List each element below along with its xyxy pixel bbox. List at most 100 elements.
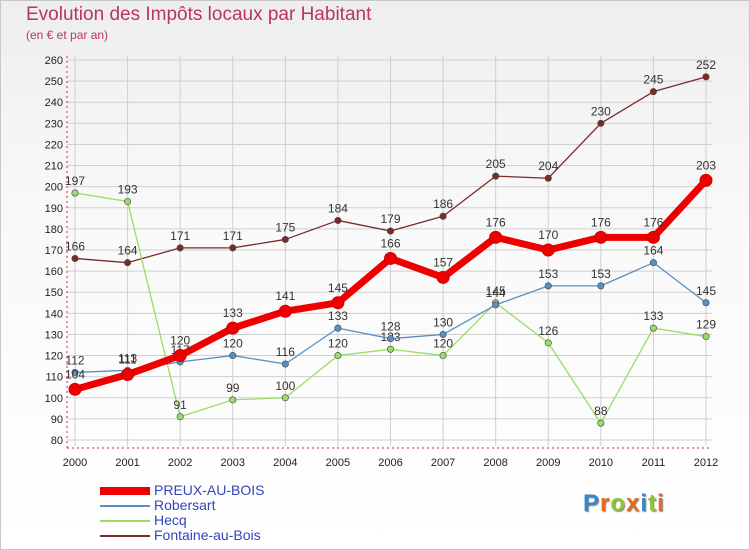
data-point: [71, 254, 79, 262]
x-tick-label: 2012: [694, 457, 718, 469]
data-label: 120: [433, 337, 453, 351]
data-point: [68, 382, 82, 396]
data-point: [439, 352, 447, 360]
y-tick-label: 260: [45, 55, 63, 67]
data-label: 141: [275, 289, 295, 303]
chart-subtitle: (en € et par an): [26, 28, 109, 42]
data-point: [702, 73, 710, 81]
data-label: 176: [643, 215, 663, 229]
data-point: [489, 230, 503, 244]
data-point: [597, 282, 605, 290]
data-point: [386, 335, 394, 343]
data-label: 230: [591, 104, 611, 118]
data-label: 130: [433, 315, 453, 329]
data-label: 153: [591, 267, 611, 281]
data-point: [544, 339, 552, 347]
data-point: [173, 349, 187, 363]
data-label: 205: [486, 157, 506, 171]
data-point: [281, 360, 289, 368]
data-label: 133: [328, 309, 348, 323]
data-point: [646, 230, 660, 244]
data-point: [334, 352, 342, 360]
data-label: 153: [538, 267, 558, 281]
data-point: [594, 230, 608, 244]
data-label: 104: [65, 367, 85, 381]
data-point: [702, 333, 710, 341]
data-point: [386, 345, 394, 353]
y-tick-label: 90: [51, 414, 63, 426]
data-label: 145: [696, 284, 716, 298]
data-label: 120: [223, 337, 243, 351]
data-label: 179: [380, 212, 400, 226]
x-tick-label: 2001: [115, 457, 139, 469]
data-label: 88: [594, 404, 608, 418]
y-tick-label: 150: [45, 287, 63, 299]
data-point: [281, 235, 289, 243]
data-point: [439, 212, 447, 220]
data-point: [649, 324, 657, 332]
data-point: [439, 330, 447, 338]
data-label: 120: [170, 334, 190, 348]
data-label: 203: [696, 158, 716, 172]
data-label: 186: [433, 197, 453, 211]
y-tick-label: 170: [45, 245, 63, 257]
data-label: 129: [696, 318, 716, 332]
legend-swatch: [100, 505, 150, 507]
chart-title: Evolution des Impôts locaux par Habitant: [26, 4, 372, 25]
x-tick-label: 2007: [431, 457, 455, 469]
data-label: 170: [538, 228, 558, 242]
data-point: [176, 413, 184, 421]
data-point: [226, 321, 240, 335]
data-label: 133: [223, 306, 243, 320]
data-point: [124, 259, 132, 267]
y-tick-label: 240: [45, 97, 63, 109]
y-tick-label: 100: [45, 393, 63, 405]
data-point: [386, 227, 394, 235]
y-tick-label: 110: [45, 372, 63, 384]
data-label: 176: [591, 215, 611, 229]
data-point: [492, 172, 500, 180]
legend-label: Hecq: [154, 512, 187, 528]
data-label: 166: [65, 239, 85, 253]
data-point: [699, 173, 713, 187]
data-label: 111: [118, 353, 137, 367]
data-point: [544, 174, 552, 182]
data-label: 166: [380, 236, 400, 250]
data-point: [281, 394, 289, 402]
legend-swatch: [100, 520, 150, 522]
legend-label: Robersart: [154, 497, 216, 513]
data-label: 100: [275, 379, 295, 393]
y-tick-label: 200: [45, 182, 63, 194]
y-tick-label: 180: [45, 224, 63, 236]
y-tick-label: 230: [45, 118, 63, 130]
data-point: [541, 243, 555, 257]
data-label: 245: [643, 73, 663, 87]
data-point: [436, 270, 450, 284]
proxiti-logo: Proxiti: [583, 490, 665, 517]
data-label: 171: [170, 229, 190, 243]
x-tick-label: 2005: [326, 457, 350, 469]
x-tick-label: 2010: [589, 457, 613, 469]
legend-swatch: [100, 535, 150, 537]
y-tick-label: 250: [45, 76, 63, 88]
legend-label: Fontaine-au-Bois: [154, 527, 261, 543]
data-label: 145: [328, 281, 348, 295]
data-point: [278, 304, 292, 318]
y-tick-label: 140: [45, 308, 63, 320]
y-tick-label: 160: [45, 266, 63, 278]
data-label: 193: [118, 182, 138, 196]
data-point: [229, 352, 237, 360]
y-tick-label: 190: [45, 203, 63, 215]
x-tick-label: 2003: [221, 457, 245, 469]
data-label: 120: [328, 337, 348, 351]
data-label: 133: [643, 309, 663, 323]
x-tick-label: 2002: [168, 457, 192, 469]
data-point: [649, 259, 657, 267]
x-tick-label: 2006: [378, 457, 402, 469]
data-point: [71, 189, 79, 197]
data-label: 112: [65, 353, 84, 367]
y-tick-label: 220: [45, 139, 63, 151]
data-label: 164: [118, 244, 138, 258]
data-label: 128: [380, 320, 400, 334]
